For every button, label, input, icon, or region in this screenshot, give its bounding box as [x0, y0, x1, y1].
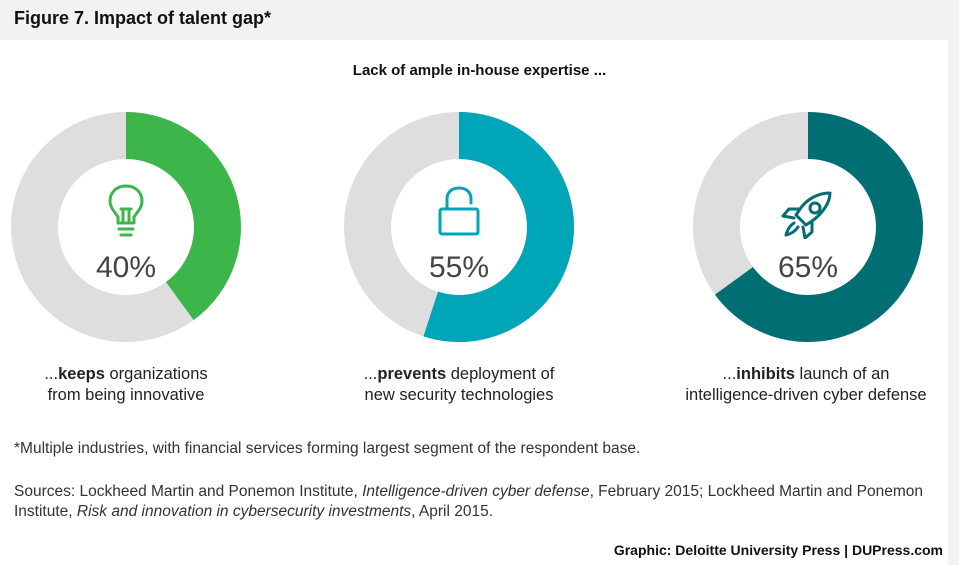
caption-1-bold: keeps — [58, 365, 105, 383]
caption-1-prefix: ... — [44, 365, 59, 383]
donut-2-caption: ...prevents deployment of new security t… — [319, 364, 599, 406]
donut-2-percent: 55% — [428, 251, 490, 284]
sources-prefix: Sources: Lockheed Martin and Ponemon Ins… — [14, 483, 363, 500]
caption-1-line2: from being innovative — [47, 386, 205, 404]
caption-3-prefix: ... — [722, 365, 737, 383]
donut-2-svg — [344, 112, 574, 342]
graphic-credit: Graphic: Deloitte University Press | DUP… — [613, 542, 943, 558]
donut-3-value-arc — [714, 112, 923, 343]
caption-3-bold: inhibits — [736, 365, 795, 383]
lightbulb-icon — [108, 184, 144, 237]
donut-3-percent: 65% — [777, 251, 839, 284]
donut-2-value-arc — [423, 112, 574, 342]
caption-2-line2: new security technologies — [364, 386, 554, 404]
sources-middle: , February 2015; Lockheed Martin and Pon… — [14, 483, 924, 520]
sources-title-1: Intelligence-driven cyber defense — [362, 483, 590, 500]
donut-3-svg — [693, 112, 923, 343]
donut-1-percent: 40% — [95, 251, 157, 284]
donut-chart-3: 65% — [692, 111, 924, 343]
padlock-icon — [438, 186, 480, 236]
donut-chart-2: 55% — [343, 111, 575, 343]
sources-title-2: Risk and innovation in cybersecurity inv… — [76, 503, 412, 520]
sources-note: Sources: Lockheed Martin and Ponemon Ins… — [14, 482, 944, 522]
caption-2-bold: prevents — [377, 365, 447, 383]
caption-3-line2: intelligence-driven cyber defense — [685, 386, 927, 404]
caption-3-rest: launch of an — [794, 365, 890, 383]
sources-suffix: , April 2015. — [411, 503, 494, 520]
rocket-icon — [781, 191, 832, 239]
footnote: *Multiple industries, with financial ser… — [14, 440, 641, 457]
caption-2-prefix: ... — [363, 365, 378, 383]
figure-title: Figure 7. Impact of talent gap* — [14, 8, 272, 28]
chart-subtitle: Lack of ample in-house expertise ... — [352, 62, 607, 79]
donut-1-svg — [11, 112, 241, 342]
donut-1-value-arc — [126, 112, 241, 321]
caption-2-rest: deployment of — [446, 365, 555, 383]
donut-1-caption: ...keeps organizations from being innova… — [0, 364, 266, 406]
donut-chart-1: 40% — [10, 111, 242, 343]
donut-3-caption: ...inhibits launch of an intelligence-dr… — [666, 364, 946, 406]
caption-1-rest: organizations — [104, 365, 208, 383]
